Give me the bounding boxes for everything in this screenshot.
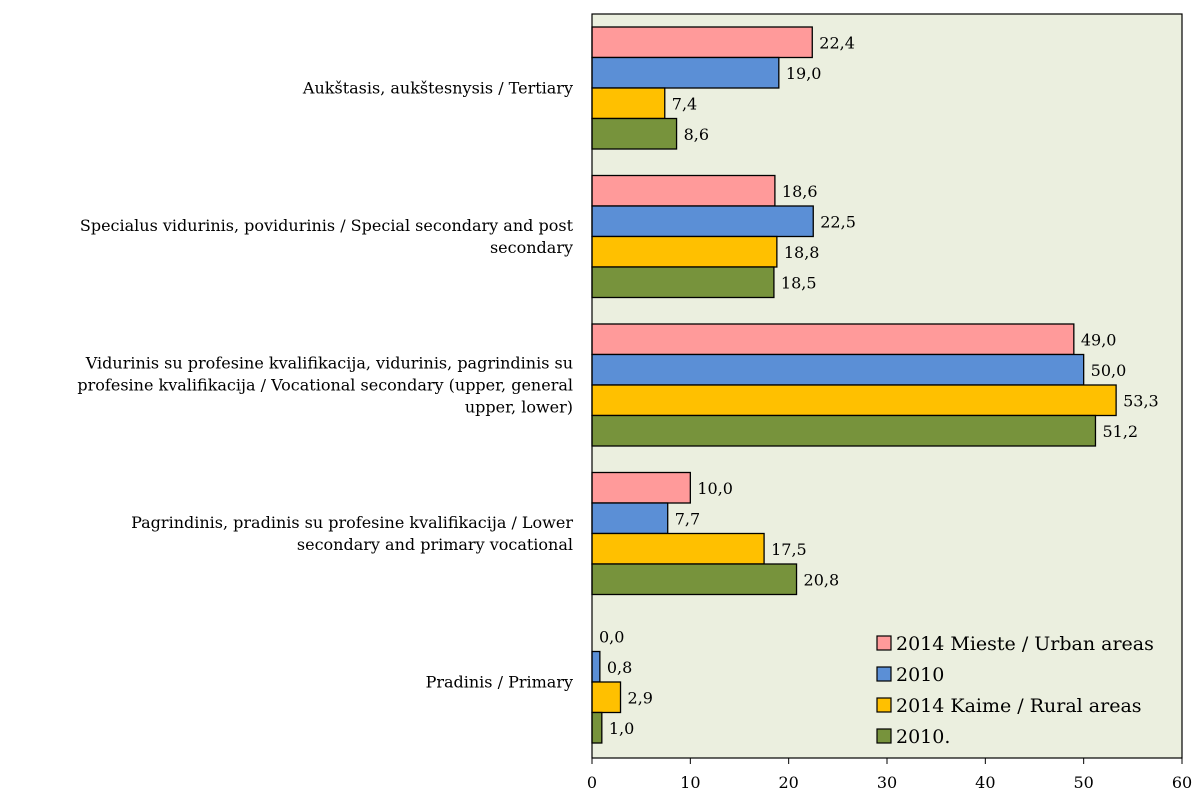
bar <box>591 711 603 744</box>
legend-label: 2010 <box>896 664 944 686</box>
bar <box>591 87 666 120</box>
x-tick-label: 0 <box>587 773 597 792</box>
bar <box>591 117 678 150</box>
legend: 2014 Mieste / Urban areas 2010 2014 Kaime … <box>876 633 1154 748</box>
category-labels-group: Aukštasis, aukštesnysis / Tertiary Specia… <box>77 78 573 691</box>
category-label: Vidurinis su profesine kvalifikacija, vi… <box>85 353 573 372</box>
data-label: 53,3 <box>1123 391 1159 410</box>
legend-swatch <box>876 728 892 744</box>
category-label: profesine kvalifikacija / Vocational sec… <box>77 375 573 394</box>
legend-swatch <box>876 635 892 651</box>
x-tick-label: 50 <box>1073 773 1093 792</box>
data-label: 22,4 <box>819 33 855 52</box>
category-label: Specialus vidurinis, povidurinis / Speci… <box>80 216 574 235</box>
legend-label: 2014 Mieste / Urban areas <box>896 633 1154 655</box>
data-label: 7,4 <box>672 94 697 113</box>
data-label: 51,2 <box>1102 422 1138 441</box>
data-label: 0,8 <box>607 658 632 677</box>
x-tick-label: 30 <box>877 773 897 792</box>
data-label: 18,8 <box>784 243 820 262</box>
data-label: 50,0 <box>1091 361 1127 380</box>
x-tick-label: 20 <box>778 773 798 792</box>
data-label: 19,0 <box>786 64 822 83</box>
data-label: 49,0 <box>1081 330 1117 349</box>
plot-border <box>591 13 1183 759</box>
category-label: Pagrindinis, pradinis su profesine kvali… <box>131 513 573 532</box>
bar <box>591 414 1097 447</box>
bar <box>591 235 778 268</box>
data-label: 1,0 <box>609 719 634 738</box>
bar <box>591 353 1085 386</box>
legend-label: 2010. <box>896 726 950 748</box>
category-label: Pradinis / Primary <box>426 672 573 691</box>
value-labels-group: 22,4 19,0 7,4 8,6 18,622,518,8 18,5 49,0 50,0 53… <box>599 33 1159 738</box>
bar <box>591 502 669 535</box>
data-label: 18,5 <box>781 273 817 292</box>
x-tick-label: 60 <box>1172 773 1192 792</box>
x-tick-label: 10 <box>680 773 700 792</box>
bar <box>591 563 798 596</box>
legend-swatch <box>876 697 892 713</box>
data-label: 8,6 <box>684 125 709 144</box>
bar <box>591 205 814 238</box>
bar <box>591 532 765 565</box>
data-label: 18,6 <box>782 182 818 201</box>
legend-swatch <box>876 666 892 682</box>
bar <box>591 266 775 299</box>
data-label: 20,8 <box>804 570 840 589</box>
data-label: 10,0 <box>697 479 733 498</box>
data-label: 2,9 <box>628 688 653 707</box>
category-label: secondary and primary vocational <box>297 535 573 554</box>
data-label: 0,0 <box>599 627 624 646</box>
legend-label: 2014 Kaime / Rural areas <box>896 695 1142 717</box>
bar <box>591 323 1075 356</box>
x-tick-label: 40 <box>975 773 995 792</box>
bar <box>591 650 601 683</box>
bar <box>591 56 780 89</box>
category-label: Aukštasis, aukštesnysis / Tertiary <box>302 78 573 97</box>
data-label: 7,7 <box>675 509 700 528</box>
bar <box>591 174 776 207</box>
data-label: 22,5 <box>820 212 856 231</box>
bar <box>591 384 1117 417</box>
category-label: secondary <box>490 238 573 257</box>
bar <box>591 681 622 714</box>
category-label: upper, lower) <box>465 397 573 416</box>
bar <box>591 471 691 504</box>
bar <box>591 26 813 59</box>
x-axis: 0 10 20 30 40 50 60 <box>587 758 1192 792</box>
data-label: 17,5 <box>771 540 807 559</box>
bars-group <box>591 26 1117 744</box>
